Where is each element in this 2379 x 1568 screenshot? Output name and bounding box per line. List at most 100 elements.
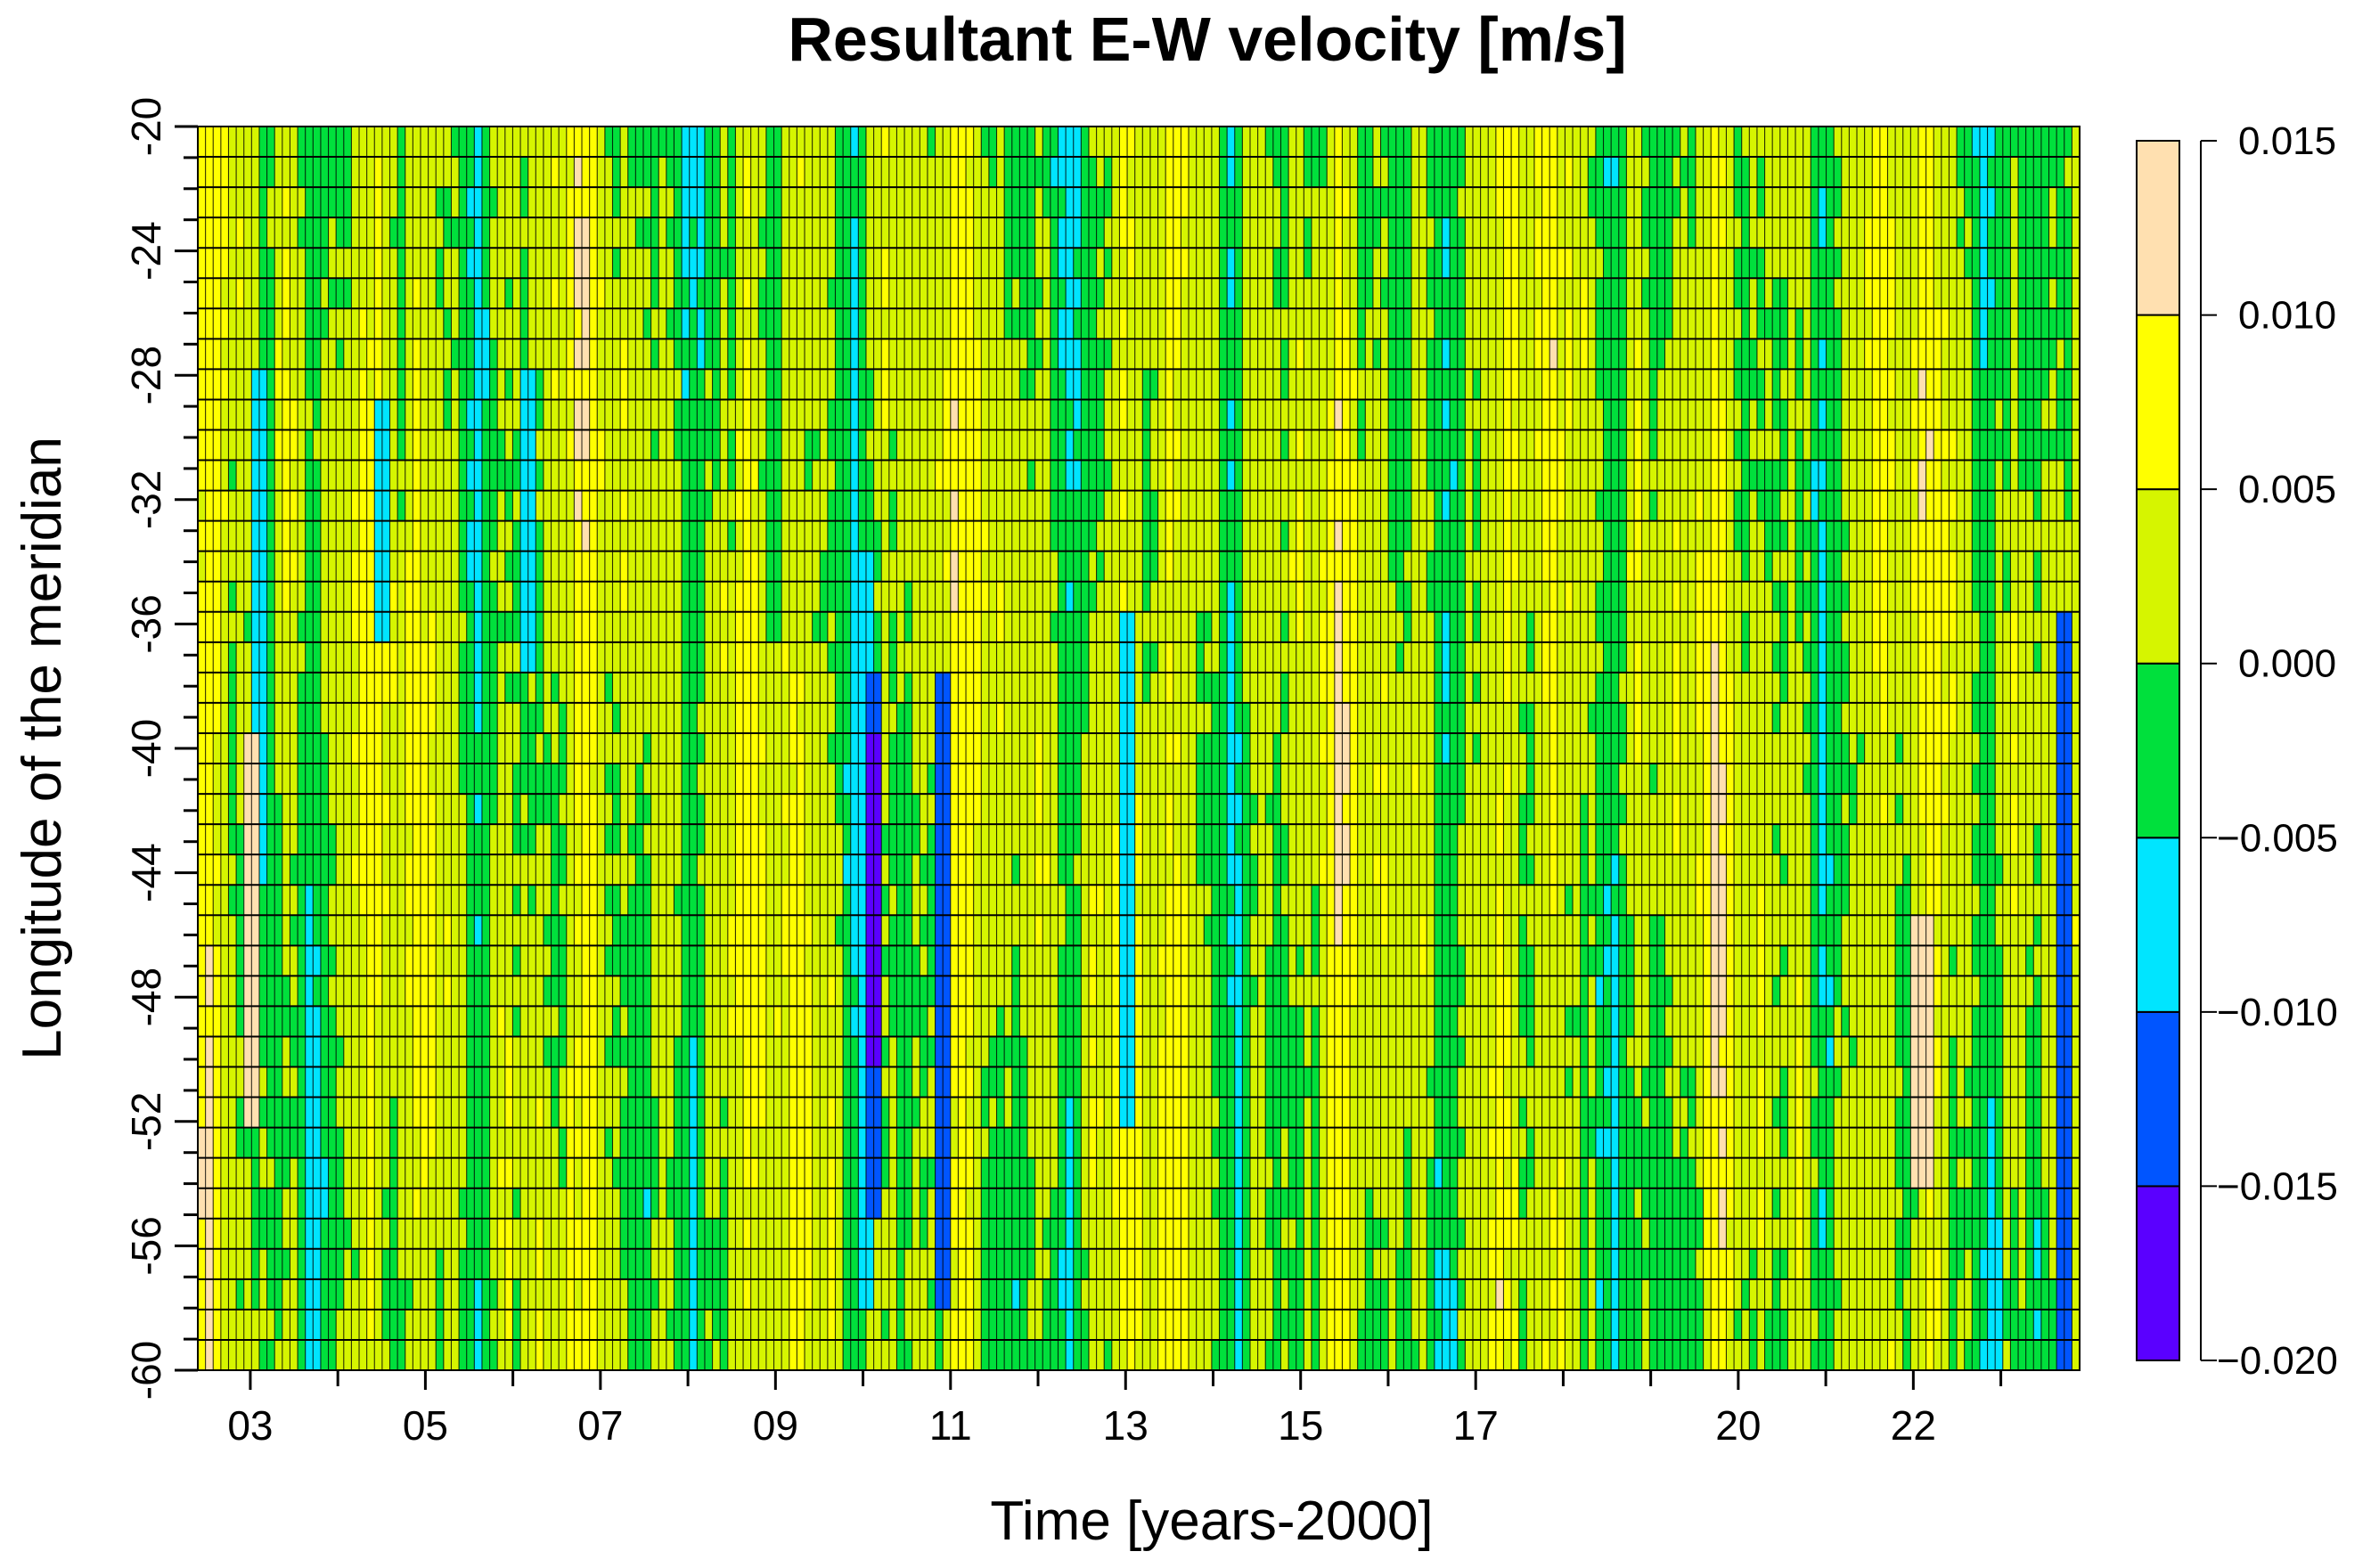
heatmap-cell (797, 794, 805, 825)
heatmap-cell (436, 248, 445, 279)
heatmap-cell (904, 824, 913, 855)
heatmap-cell (543, 429, 552, 461)
heatmap-cell (620, 672, 629, 704)
heatmap-cell (904, 1097, 913, 1129)
heatmap-cell (1127, 1097, 1136, 1129)
heatmap-cell (474, 1006, 483, 1038)
heatmap-cell (642, 157, 652, 188)
heatmap-cell (865, 278, 875, 309)
heatmap-cell (343, 1188, 353, 1220)
heatmap-cell (1019, 611, 1028, 643)
heatmap-cell (727, 1006, 737, 1038)
heatmap-cell (750, 1218, 759, 1250)
heatmap-cell (205, 764, 214, 795)
heatmap-cell (282, 308, 291, 339)
heatmap-cell (236, 611, 245, 643)
heatmap-cell (220, 976, 230, 1008)
heatmap-cell (1034, 217, 1043, 249)
heatmap-cell (420, 945, 429, 976)
heatmap-cell (650, 915, 659, 946)
heatmap-cell (497, 1188, 506, 1220)
heatmap-cell (996, 1278, 1005, 1311)
heatmap-cell (359, 217, 368, 249)
heatmap-cell (504, 308, 514, 339)
heatmap-cell (213, 702, 222, 734)
heatmap-cell (436, 217, 445, 249)
heatmap-cell (251, 127, 260, 158)
heatmap-cell (205, 1157, 214, 1189)
heatmap-cell (389, 399, 398, 431)
heatmap-cell (912, 429, 920, 461)
heatmap-cell (543, 490, 552, 522)
heatmap-cell (904, 157, 913, 188)
heatmap-cell (428, 187, 437, 218)
heatmap-cell (497, 885, 506, 916)
heatmap-cell (428, 490, 437, 522)
heatmap-cell (1088, 641, 1098, 674)
heatmap-cell (988, 672, 998, 704)
heatmap-cell (958, 1339, 967, 1371)
heatmap-cell (888, 248, 898, 279)
heatmap-cell (405, 490, 413, 522)
heatmap-cell (996, 1157, 1005, 1189)
heatmap-cell (682, 217, 691, 249)
heatmap-cell (1088, 1036, 1098, 1068)
heatmap-cell (443, 915, 453, 946)
heatmap-cell (835, 581, 844, 613)
heatmap-cell (489, 1339, 498, 1371)
heatmap-cell (966, 1188, 975, 1220)
heatmap-cell (781, 520, 790, 552)
heatmap-cell (789, 732, 797, 764)
heatmap-cell (213, 854, 222, 886)
heatmap-cell (1096, 429, 1105, 461)
heatmap-cell (843, 369, 852, 401)
heatmap-cell (512, 1278, 521, 1311)
heatmap-cell (635, 581, 644, 613)
heatmap-cell (1019, 369, 1028, 401)
heatmap-cell (627, 794, 636, 825)
heatmap-cell (266, 1066, 275, 1098)
heatmap-cell (451, 945, 460, 976)
heatmap-cell (612, 1097, 621, 1129)
heatmap-cell (205, 490, 214, 522)
heatmap-cell (1066, 399, 1075, 431)
heatmap-cell (820, 399, 829, 431)
heatmap-cell (988, 764, 998, 795)
heatmap-cell (466, 1278, 475, 1311)
heatmap-cell (551, 490, 560, 522)
heatmap-cell (451, 976, 460, 1008)
heatmap-cell (282, 248, 291, 279)
heatmap-cell (850, 187, 859, 218)
heatmap-cell (266, 672, 275, 704)
heatmap-cell (1042, 308, 1051, 339)
heatmap-cell (436, 1248, 445, 1280)
heatmap-cell (727, 1248, 737, 1280)
heatmap-cell (981, 702, 990, 734)
heatmap-cell (1050, 187, 1059, 218)
heatmap-cell (674, 1127, 683, 1159)
heatmap-cell (597, 551, 606, 583)
heatmap-cell (604, 429, 614, 461)
heatmap-cell (873, 490, 882, 522)
heatmap-cell (1058, 520, 1067, 552)
heatmap-cell (597, 127, 606, 158)
heatmap-cell (1058, 1157, 1067, 1189)
heatmap-cell (1011, 885, 1020, 916)
heatmap-cell (359, 520, 368, 552)
heatmap-cell (981, 248, 990, 279)
heatmap-cell (873, 1036, 882, 1068)
heatmap-cell (689, 732, 698, 764)
heatmap-cell (420, 641, 429, 674)
heatmap-cell (750, 794, 759, 825)
heatmap-cell (397, 794, 406, 825)
heatmap-cell (620, 1127, 629, 1159)
heatmap-cell (858, 854, 867, 886)
heatmap-cell (413, 1036, 421, 1068)
heatmap-cell (213, 278, 222, 309)
heatmap-cell (727, 1188, 737, 1220)
heatmap-cell (935, 1188, 944, 1220)
heatmap-cell (1096, 551, 1105, 583)
heatmap-cell (359, 824, 368, 855)
heatmap-cell (1111, 429, 1121, 461)
heatmap-cell (666, 672, 675, 704)
